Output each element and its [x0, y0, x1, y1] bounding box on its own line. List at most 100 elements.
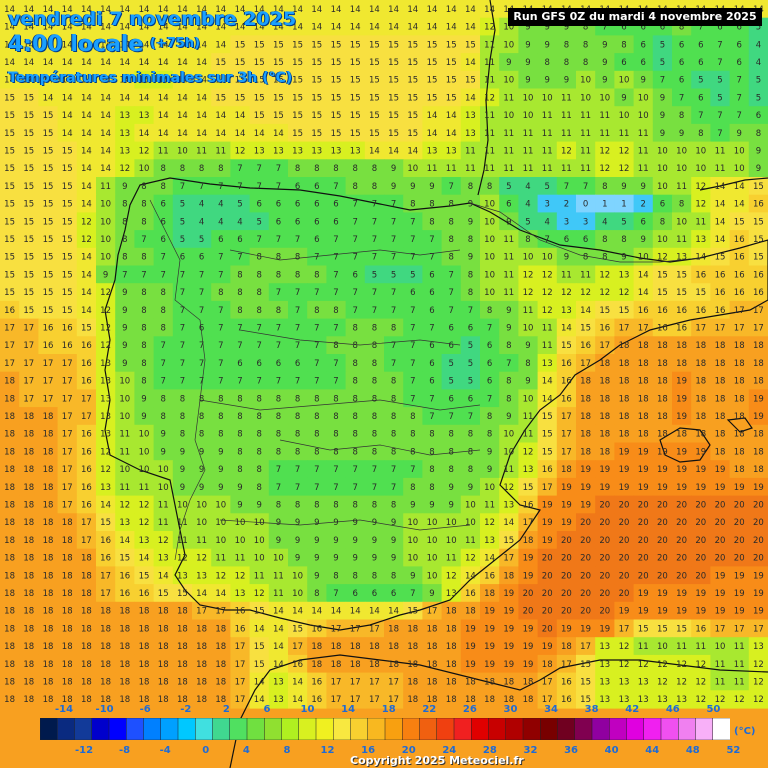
grid-cell — [38, 265, 59, 284]
grid-cell — [326, 371, 347, 390]
grid-value: 18 — [599, 394, 610, 404]
grid-cell — [480, 123, 500, 143]
grid-cell — [134, 70, 155, 90]
grid-cell — [153, 424, 174, 444]
grid-value: 8 — [141, 377, 146, 387]
grid-value: 8 — [276, 394, 281, 404]
grid-value: 18 — [350, 642, 361, 652]
grid-value: 9 — [333, 536, 338, 546]
grid-value: 16 — [81, 430, 92, 440]
grid-cell — [556, 212, 577, 231]
grid-value: 9 — [506, 412, 511, 422]
grid-cell — [172, 407, 193, 426]
legend-swatch — [91, 718, 110, 740]
grid-value: 13 — [119, 111, 130, 121]
grid-cell — [691, 300, 711, 320]
grid-value: 20 — [657, 571, 668, 581]
grid-value: 20 — [561, 554, 572, 564]
grid-value: 8 — [199, 164, 204, 174]
grid-cell — [0, 212, 20, 231]
grid-value: 12 — [695, 695, 706, 705]
grid-cell — [460, 70, 481, 90]
grid-cell — [230, 70, 251, 90]
grid-cell — [537, 477, 558, 497]
grid-value: 16 — [734, 288, 745, 298]
grid-value: 10 — [580, 76, 591, 86]
grid-cell — [211, 442, 231, 461]
grid-value: 10 — [446, 518, 457, 528]
grid-value: 18 — [4, 660, 15, 670]
grid-cell — [230, 336, 251, 355]
grid-cell — [96, 70, 116, 90]
grid-cell — [614, 159, 635, 178]
grid-cell — [230, 318, 251, 337]
grid-value: 7 — [372, 288, 377, 298]
grid-cell — [19, 0, 39, 19]
grid-cell — [672, 212, 692, 231]
grid-cell — [710, 123, 731, 143]
grid-value: 10 — [503, 76, 514, 86]
grid-value: 20 — [657, 518, 668, 528]
grid-cell — [307, 53, 327, 72]
grid-cell — [422, 53, 443, 72]
grid-value: 17 — [753, 624, 764, 634]
grid-cell — [576, 177, 596, 196]
legend-label-bottom: 4 — [242, 745, 250, 756]
grid-cell — [57, 318, 78, 337]
grid-cell — [211, 17, 231, 36]
grid-value: 20 — [619, 536, 630, 546]
grid-cell — [441, 460, 462, 479]
grid-cell — [57, 513, 78, 532]
grid-cell — [192, 141, 212, 160]
grid-cell — [556, 230, 577, 249]
grid-value: 15 — [311, 76, 322, 86]
grid-cell — [115, 70, 135, 90]
grid-value: 15 — [273, 40, 284, 50]
grid-cell — [19, 17, 39, 36]
grid-value: 8 — [256, 270, 261, 280]
grid-cell — [499, 70, 519, 90]
grid-value: 18 — [4, 500, 15, 510]
grid-cell — [153, 265, 174, 284]
grid-cell — [288, 88, 308, 107]
grid-value: 18 — [23, 571, 34, 581]
grid-cell — [460, 247, 481, 267]
grid-value: 18 — [177, 660, 188, 670]
grid-value: 10 — [484, 483, 495, 493]
grid-value: 7 — [736, 76, 741, 86]
grid-value: 15 — [254, 40, 265, 50]
grid-value: 14 — [235, 111, 246, 121]
grid-value: 15 — [369, 58, 380, 68]
grid-value: 10 — [254, 554, 265, 564]
grid-cell — [345, 53, 366, 72]
grid-value: 11 — [561, 93, 572, 103]
grid-value: 19 — [503, 607, 514, 617]
grid-cell — [76, 212, 97, 231]
grid-cell — [38, 477, 59, 497]
grid-value: 18 — [4, 447, 15, 457]
grid-value: 17 — [561, 660, 572, 670]
grid-value: 18 — [100, 677, 111, 687]
grid-cell — [288, 17, 308, 36]
grid-value: 7 — [180, 182, 185, 192]
grid-cell — [672, 35, 692, 54]
grid-value: 6 — [199, 323, 204, 333]
grid-value: 8 — [256, 483, 261, 493]
grid-cell — [0, 70, 20, 90]
grid-value: 6 — [391, 589, 396, 599]
grid-cell — [19, 513, 39, 532]
grid-cell — [57, 477, 78, 497]
grid-cell — [57, 389, 78, 408]
grid-value: 18 — [407, 660, 418, 670]
grid-cell — [614, 230, 635, 249]
grid-value: 17 — [62, 500, 73, 510]
grid-cell — [249, 424, 270, 444]
grid-cell — [230, 212, 251, 231]
legend-swatch — [557, 718, 576, 740]
grid-cell — [192, 477, 212, 497]
grid-cell — [556, 407, 577, 426]
grid-cell — [710, 318, 731, 337]
grid-value: 3 — [544, 200, 549, 210]
grid-cell — [384, 371, 404, 390]
grid-value: 5 — [756, 76, 761, 86]
